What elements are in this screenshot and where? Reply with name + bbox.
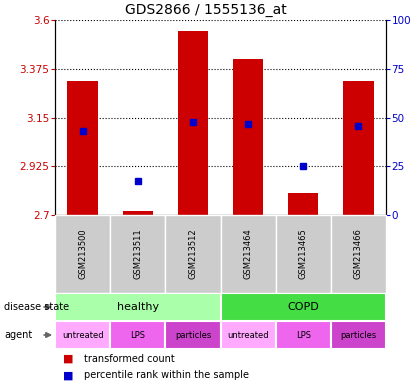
Text: particles: particles xyxy=(340,331,376,339)
Text: ■: ■ xyxy=(63,370,74,380)
Text: GSM213512: GSM213512 xyxy=(188,229,197,279)
Bar xyxy=(220,293,386,321)
Bar xyxy=(276,321,331,349)
Text: COPD: COPD xyxy=(287,302,319,312)
Bar xyxy=(165,215,220,293)
Text: agent: agent xyxy=(4,330,32,340)
Text: GSM213464: GSM213464 xyxy=(244,228,253,280)
Text: particles: particles xyxy=(175,331,211,339)
Text: disease state: disease state xyxy=(4,302,69,312)
Bar xyxy=(276,215,331,293)
Text: GSM213465: GSM213465 xyxy=(299,228,308,280)
Bar xyxy=(331,321,386,349)
Bar xyxy=(288,193,319,215)
Text: GSM213500: GSM213500 xyxy=(78,229,87,279)
Text: GSM213511: GSM213511 xyxy=(133,229,142,279)
Bar xyxy=(220,215,276,293)
Bar xyxy=(110,215,165,293)
Text: ■: ■ xyxy=(63,354,74,364)
Bar xyxy=(233,59,263,215)
Bar xyxy=(165,321,220,349)
Bar xyxy=(343,81,374,215)
Bar xyxy=(55,321,110,349)
Text: healthy: healthy xyxy=(117,302,159,312)
Bar xyxy=(331,215,386,293)
Bar xyxy=(220,321,276,349)
Text: untreated: untreated xyxy=(62,331,104,339)
Bar xyxy=(55,293,220,321)
Bar xyxy=(178,31,208,215)
Text: GSM213466: GSM213466 xyxy=(354,228,363,280)
Text: GDS2866 / 1555136_at: GDS2866 / 1555136_at xyxy=(125,3,286,17)
Bar xyxy=(122,211,153,215)
Bar xyxy=(110,321,165,349)
Bar xyxy=(55,215,110,293)
Text: LPS: LPS xyxy=(296,331,311,339)
Text: LPS: LPS xyxy=(130,331,145,339)
Text: untreated: untreated xyxy=(227,331,269,339)
Bar xyxy=(67,81,98,215)
Text: transformed count: transformed count xyxy=(84,354,175,364)
Text: percentile rank within the sample: percentile rank within the sample xyxy=(84,370,249,380)
